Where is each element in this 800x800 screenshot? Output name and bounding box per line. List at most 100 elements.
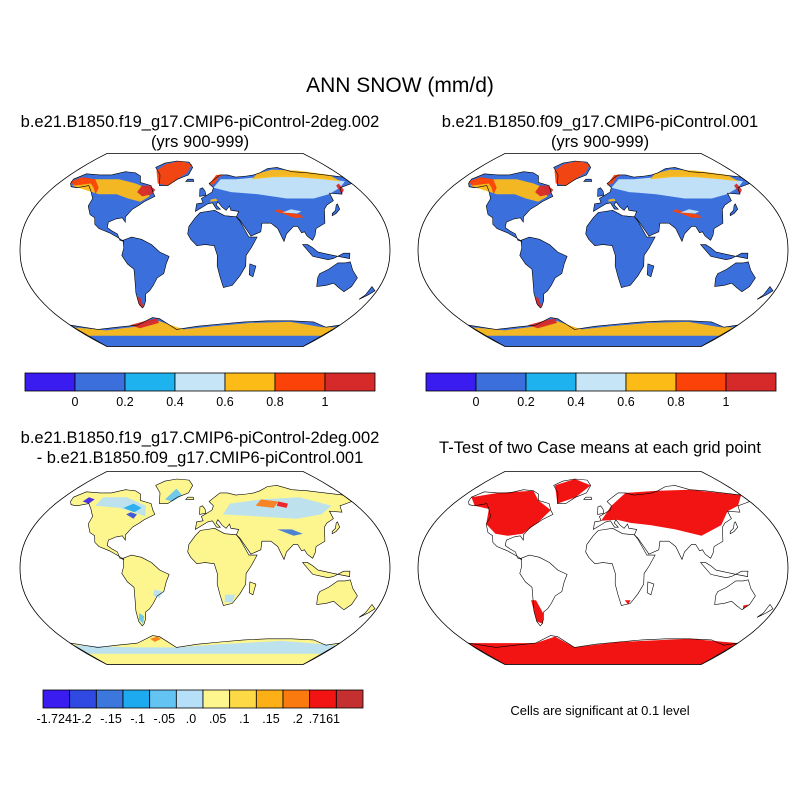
land-layer bbox=[69, 478, 376, 665]
colorbar-panel-1-labels: 0 0.2 0.4 0.6 0.8 1 bbox=[25, 395, 375, 411]
land-indonesia bbox=[302, 562, 350, 578]
coastline-uk bbox=[199, 187, 207, 197]
coastline-japan bbox=[729, 521, 739, 535]
colorbar-box-2 bbox=[124, 372, 176, 392]
snow-band-scandinavia bbox=[209, 174, 225, 186]
colorbar-box-2 bbox=[525, 372, 577, 392]
colorbar-tick-label: 0 bbox=[71, 395, 79, 409]
coastline-greenland bbox=[553, 160, 592, 186]
coastline-eurasia bbox=[593, 167, 751, 243]
map-border bbox=[19, 153, 391, 347]
colorbar-box-0 bbox=[24, 372, 76, 392]
coastline-madagascar bbox=[646, 581, 655, 596]
panel-3-title: b.e21.B1850.f19_g17.CMIP6-piControl-2deg… bbox=[0, 428, 400, 468]
colorbar-panel-2 bbox=[425, 372, 777, 392]
coastline-south-america bbox=[519, 236, 568, 309]
colorbar-box-11 bbox=[335, 689, 364, 709]
land-madagascar bbox=[249, 263, 256, 277]
colorbar-tick-label: 0.8 bbox=[667, 395, 685, 409]
panel-2-title-line2: (yrs 900-999) bbox=[550, 133, 650, 151]
significant-area-0 bbox=[471, 490, 551, 536]
colorbar-box-6 bbox=[324, 372, 376, 392]
significant-area-4 bbox=[468, 636, 738, 665]
colorbar-box-5 bbox=[675, 372, 727, 392]
land-australia bbox=[316, 261, 358, 292]
figure-title: ANN SNOW (mm/d) bbox=[306, 74, 494, 97]
colorbar-tick-label: -.1 bbox=[130, 712, 145, 726]
coastline-australia bbox=[714, 261, 756, 293]
snow-band-antarctica-coast bbox=[130, 318, 159, 329]
coastline-indonesia bbox=[301, 562, 351, 579]
land-australia bbox=[316, 579, 358, 610]
diff-patch-3 bbox=[82, 497, 95, 504]
diff-patch-8 bbox=[165, 488, 182, 502]
colorbar-tick-label: .05 bbox=[208, 712, 227, 726]
coastline-africa bbox=[187, 209, 258, 288]
colorbar-tick-label: 0.2 bbox=[517, 395, 535, 409]
colorbar-tick-label: 0 bbox=[472, 395, 480, 409]
coastline-south-america bbox=[519, 554, 568, 627]
coastline-greenland bbox=[155, 160, 194, 186]
coastline-iceland bbox=[185, 178, 195, 182]
land-layer bbox=[467, 160, 774, 347]
colorbar-tick-label: 1 bbox=[722, 395, 730, 409]
land-africa bbox=[187, 528, 258, 606]
colorbar-tick-label: 0.6 bbox=[617, 395, 635, 409]
coastline-australia bbox=[714, 579, 756, 611]
land-south-america bbox=[121, 237, 170, 308]
diff-patch-11 bbox=[138, 613, 145, 624]
coastline-africa bbox=[585, 527, 656, 606]
coastline-iceland bbox=[185, 496, 195, 500]
snow-band-na-light bbox=[72, 179, 150, 202]
diff-patch-1 bbox=[123, 503, 142, 513]
colorbar-box-3 bbox=[575, 372, 627, 392]
colorbar-box-6 bbox=[725, 372, 777, 392]
diff-patch-9 bbox=[73, 640, 337, 654]
snow-band-labrador bbox=[137, 185, 156, 197]
significant-area-3 bbox=[531, 600, 543, 624]
colorbar-box-1 bbox=[74, 372, 126, 392]
coastline-north-america bbox=[468, 171, 554, 242]
snow-band-himalaya bbox=[274, 209, 304, 218]
map-panel-4 bbox=[417, 471, 789, 665]
panel-1-title-line2: (yrs 900-999) bbox=[150, 133, 250, 151]
colorbar-box-5 bbox=[274, 372, 326, 392]
land-japan bbox=[332, 203, 340, 216]
land-australia bbox=[714, 261, 756, 292]
map-panel-1 bbox=[19, 153, 391, 347]
coastline-africa bbox=[187, 527, 258, 606]
panel-1-title-line1: b.e21.B1850.f19_g17.CMIP6-piControl-2deg… bbox=[20, 113, 380, 131]
colorbar-tick-label: 0.4 bbox=[567, 395, 585, 409]
diff-patch-12 bbox=[153, 589, 163, 598]
diff-patch-5 bbox=[255, 499, 279, 508]
coastline-madagascar bbox=[248, 581, 257, 596]
snow-band-antarctica-coast bbox=[528, 318, 557, 329]
coastline-greenland bbox=[155, 478, 194, 504]
snow-band-na-light bbox=[470, 179, 548, 202]
coastline-eurasia bbox=[195, 485, 353, 561]
land-uk bbox=[199, 505, 206, 515]
panel-4-title: T-Test of two Case means at each grid po… bbox=[400, 438, 800, 458]
coastline-north-america bbox=[70, 489, 156, 560]
colorbar-tick-label: 0.8 bbox=[266, 395, 284, 409]
snow-band-eurasia-light bbox=[611, 174, 743, 199]
coastline-australia bbox=[316, 261, 358, 293]
snow-band-himalaya bbox=[672, 209, 702, 218]
land-uk bbox=[199, 187, 206, 197]
significant-area-2 bbox=[601, 489, 742, 536]
colorbar-tick-label: -1.7241 bbox=[36, 712, 79, 726]
coastline-uk bbox=[199, 505, 207, 515]
coastline-australia bbox=[316, 579, 358, 611]
colorbar-tick-label: .7161 bbox=[308, 712, 340, 726]
colorbar-box-4 bbox=[625, 372, 677, 392]
panel-3-title-line2: - b.e21.B1850.f09_g17.CMIP6-piControl.00… bbox=[36, 449, 364, 467]
significant-area-1 bbox=[555, 479, 591, 504]
land-indonesia bbox=[700, 244, 748, 260]
colorbar-tick-label: .15 bbox=[262, 712, 280, 726]
coastline-japan bbox=[331, 521, 341, 535]
snow-band-siberia bbox=[650, 169, 739, 182]
snow-band-alps bbox=[608, 198, 616, 202]
coastline-africa bbox=[585, 209, 656, 288]
snow-band-greenland bbox=[554, 161, 590, 186]
panel-2-title-line1: b.e21.B1850.f09_g17.CMIP6-piControl.001 bbox=[441, 113, 759, 131]
